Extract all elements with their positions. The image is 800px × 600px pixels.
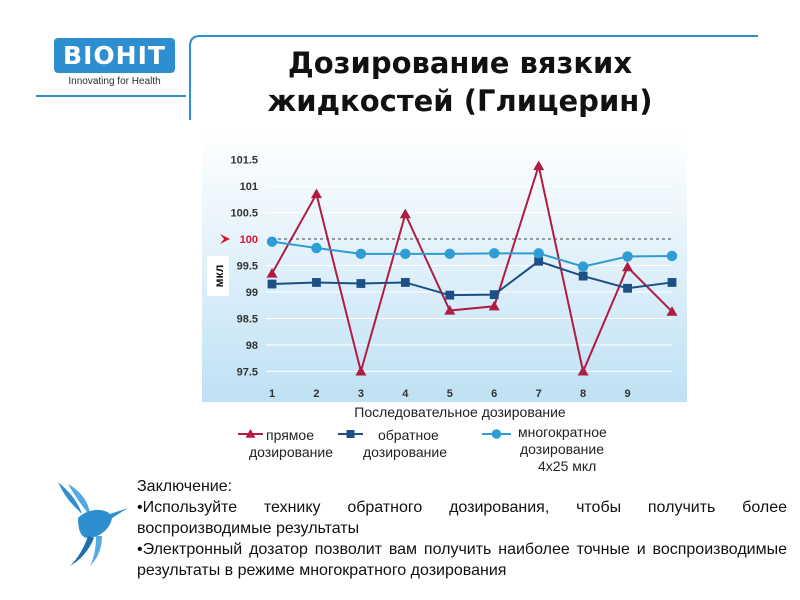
data-point-triangle: [488, 300, 500, 311]
data-point-circle: [488, 248, 500, 259]
data-point-triangle: [533, 160, 545, 171]
y-axis-label-group: мкл: [207, 256, 229, 296]
data-point-square: [445, 290, 455, 300]
data-point-square: [356, 279, 366, 288]
conclusion-point-2: •Электронный дозатор позволит вам получи…: [137, 541, 787, 579]
data-point-circle: [311, 242, 322, 254]
biohit-logo: BIOHIT Innovating for Health: [54, 38, 175, 92]
y-tick-label: 97.5: [237, 366, 258, 378]
data-point-triangle: [622, 261, 634, 272]
data-point-triangle: [266, 267, 278, 278]
data-point-circle: [400, 248, 411, 260]
data-point-square: [667, 278, 677, 287]
y-tick-label: 98.5: [237, 313, 258, 325]
data-point-square: [267, 279, 277, 289]
y-tick-label: 99.5: [237, 261, 258, 273]
data-point-triangle: [666, 306, 678, 316]
conclusion-heading: Заключение:: [137, 478, 233, 495]
y-axis-ticks: 97.5 98 98.5 99 99.5 100 100.5 101 101.5: [220, 155, 258, 378]
legend-label-multi-3: 4x25 мкл: [538, 458, 597, 474]
legend-label-direct-1: прямое: [266, 427, 314, 443]
conclusion-point-1: •Используйте технику обратного дозирован…: [137, 499, 787, 537]
data-point-circle: [444, 248, 456, 260]
data-point-circle: [533, 248, 544, 259]
y-tick-label: 101.5: [230, 155, 258, 167]
data-point-triangle: [355, 365, 367, 376]
conclusion-block: Заключение: •Используйте технику обратно…: [137, 476, 787, 581]
series-line-square: [271, 260, 673, 297]
series-line-circle: [271, 240, 673, 268]
series-group: [266, 160, 678, 376]
y-tick-label: 101: [240, 181, 258, 193]
x-tick-label: 5: [447, 388, 453, 400]
logo-tagline: Innovating for Health: [68, 76, 161, 87]
data-point-circle: [666, 250, 678, 262]
x-axis-ticks: 1 2 3 4 5 6 7 8 9: [269, 388, 631, 400]
legend-marker-triangle: [245, 429, 256, 438]
data-point-triangle: [310, 188, 322, 199]
x-tick-label: 6: [491, 388, 497, 400]
data-point-circle: [266, 236, 278, 247]
data-point-triangle: [399, 208, 411, 219]
data-point-circle: [622, 251, 633, 262]
legend-title: Последовательное дозирование: [354, 404, 566, 420]
x-tick-label: 9: [624, 388, 630, 400]
data-point-square: [489, 290, 499, 300]
data-point-triangle: [444, 305, 456, 315]
y-tick-label-reference: 100: [240, 234, 258, 246]
x-tick-label: 4: [402, 388, 409, 400]
data-point-square: [578, 271, 588, 281]
y-tick-label: 98: [246, 340, 258, 352]
data-point-square: [400, 278, 410, 287]
x-tick-label: 3: [358, 388, 364, 400]
y-tick-label: 100.5: [230, 208, 258, 220]
legend-marker-circle: [491, 429, 502, 439]
reference-arrow-icon: [220, 234, 230, 245]
x-tick-label: 1: [269, 388, 275, 400]
hummingbird-icon: [58, 482, 128, 566]
legend-marker-square: [346, 430, 355, 438]
legend-label-reverse-2: дозирование: [363, 444, 448, 460]
data-point-square: [534, 256, 544, 266]
x-tick-label: 8: [580, 388, 586, 400]
plot-background: [202, 132, 687, 402]
legend-label-multi-2: дозирование: [520, 441, 605, 457]
x-tick-label: 7: [536, 388, 542, 400]
data-point-circle: [355, 248, 367, 260]
data-point-triangle: [577, 365, 589, 376]
data-point-square: [312, 278, 321, 287]
legend-label-reverse-1: обратное: [378, 427, 439, 443]
x-tick-label: 2: [313, 388, 319, 400]
y-tick-label: 99: [246, 287, 258, 299]
data-point-circle: [577, 261, 589, 272]
legend-label-direct-2: дозирование: [249, 444, 334, 460]
logo-wordmark: BIOHIT: [54, 38, 175, 73]
data-point-square: [623, 283, 632, 293]
slide-title: Дозирование вязких жидкостей (Глицерин): [267, 46, 653, 118]
legend-label-multi-1: многократное: [518, 424, 607, 440]
y-axis-label: мкл: [212, 265, 226, 288]
